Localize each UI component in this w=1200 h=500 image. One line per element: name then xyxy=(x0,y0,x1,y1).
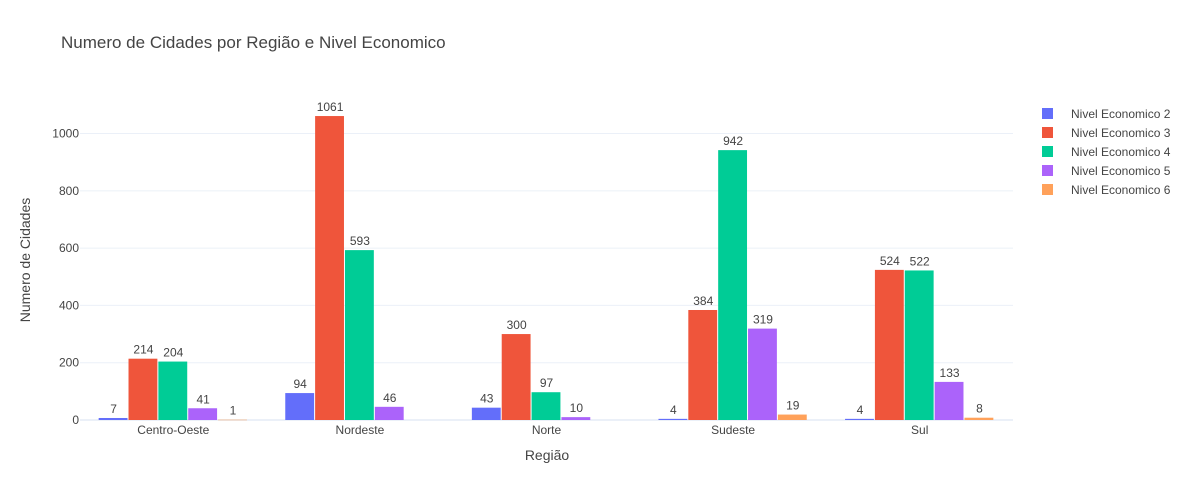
bar[interactable] xyxy=(531,392,561,420)
legend: Nivel Economico 2 Nivel Economico 3 Nivel … xyxy=(1042,104,1170,199)
bar[interactable] xyxy=(845,418,874,420)
legend-swatch xyxy=(1042,108,1053,119)
bar[interactable] xyxy=(374,406,404,420)
data-label: 522 xyxy=(910,254,930,268)
legend-label: Nivel Economico 3 xyxy=(1071,125,1171,140)
legend-label: Nivel Economico 4 xyxy=(1071,144,1171,159)
legend-item[interactable]: Nivel Economico 4 xyxy=(1042,142,1170,161)
bar[interactable] xyxy=(874,269,904,420)
bar[interactable] xyxy=(344,250,374,420)
x-tick-label: Norte xyxy=(532,423,562,437)
bar[interactable] xyxy=(777,414,807,420)
chart-title: Numero de Cidades por Região e Nivel Eco… xyxy=(61,33,446,52)
bar[interactable] xyxy=(471,407,501,420)
legend-label: Nivel Economico 6 xyxy=(1071,182,1171,197)
legend-swatch xyxy=(1042,184,1053,195)
data-label: 204 xyxy=(163,346,183,360)
bar[interactable] xyxy=(98,417,128,420)
data-label: 97 xyxy=(540,376,554,390)
bar[interactable] xyxy=(561,417,591,420)
y-axis-ticks: 0 200 400 600 800 1000 xyxy=(52,127,79,427)
bar[interactable] xyxy=(285,393,315,420)
y-tick-label: 200 xyxy=(59,356,79,370)
bar[interactable] xyxy=(218,419,247,421)
data-label: 4 xyxy=(857,403,864,417)
data-label: 214 xyxy=(133,343,153,357)
bars xyxy=(98,116,994,421)
x-tick-label: Sul xyxy=(911,423,928,437)
legend-item[interactable]: Nivel Economico 2 xyxy=(1042,104,1170,123)
legend-label: Nivel Economico 2 xyxy=(1071,106,1171,121)
bar[interactable] xyxy=(128,358,158,420)
data-label: 524 xyxy=(880,254,900,268)
data-label: 43 xyxy=(480,392,494,406)
legend-item[interactable]: Nivel Economico 6 xyxy=(1042,180,1170,199)
legend-label: Nivel Economico 5 xyxy=(1071,163,1171,178)
x-tick-label: Nordeste xyxy=(336,423,385,437)
y-axis-title: Numero de Cidades xyxy=(17,198,33,323)
legend-swatch xyxy=(1042,146,1053,157)
y-tick-label: 800 xyxy=(59,184,79,198)
bar[interactable] xyxy=(315,116,344,420)
data-label: 300 xyxy=(507,318,527,332)
bar[interactable] xyxy=(934,381,964,420)
data-label: 41 xyxy=(196,392,210,406)
data-label: 7 xyxy=(110,402,117,416)
legend-swatch xyxy=(1042,127,1053,138)
bar[interactable] xyxy=(658,418,688,420)
x-axis-title: Região xyxy=(525,447,570,463)
data-label: 384 xyxy=(693,294,713,308)
data-label: 94 xyxy=(294,377,308,391)
legend-swatch xyxy=(1042,165,1053,176)
bar[interactable] xyxy=(501,334,531,420)
data-label: 1 xyxy=(230,404,237,418)
data-label: 133 xyxy=(940,366,960,380)
data-label: 942 xyxy=(723,134,743,148)
x-tick-label: Sudeste xyxy=(711,423,755,437)
bar[interactable] xyxy=(748,328,777,420)
bar[interactable] xyxy=(964,417,994,420)
data-label: 10 xyxy=(570,401,584,415)
y-tick-label: 400 xyxy=(59,298,79,312)
y-tick-label: 600 xyxy=(59,241,79,255)
x-tick-label: Centro-Oeste xyxy=(137,423,209,437)
bar[interactable] xyxy=(688,309,718,420)
bar[interactable] xyxy=(904,270,934,420)
y-tick-label: 1000 xyxy=(52,127,79,141)
data-label: 593 xyxy=(350,234,370,248)
data-label: 46 xyxy=(383,391,397,405)
x-axis-ticks: Centro-Oeste Nordeste Norte Sudeste Sul xyxy=(137,423,928,437)
data-label: 319 xyxy=(753,313,773,327)
data-label: 19 xyxy=(786,399,800,413)
data-label: 8 xyxy=(976,402,983,416)
bar[interactable] xyxy=(718,150,748,421)
legend-item[interactable]: Nivel Economico 3 xyxy=(1042,123,1170,142)
y-tick-label: 0 xyxy=(72,413,79,427)
legend-item[interactable]: Nivel Economico 5 xyxy=(1042,161,1170,180)
bar[interactable] xyxy=(158,361,188,420)
data-label: 1061 xyxy=(317,100,344,114)
bar[interactable] xyxy=(188,408,218,420)
data-label: 4 xyxy=(670,403,677,417)
